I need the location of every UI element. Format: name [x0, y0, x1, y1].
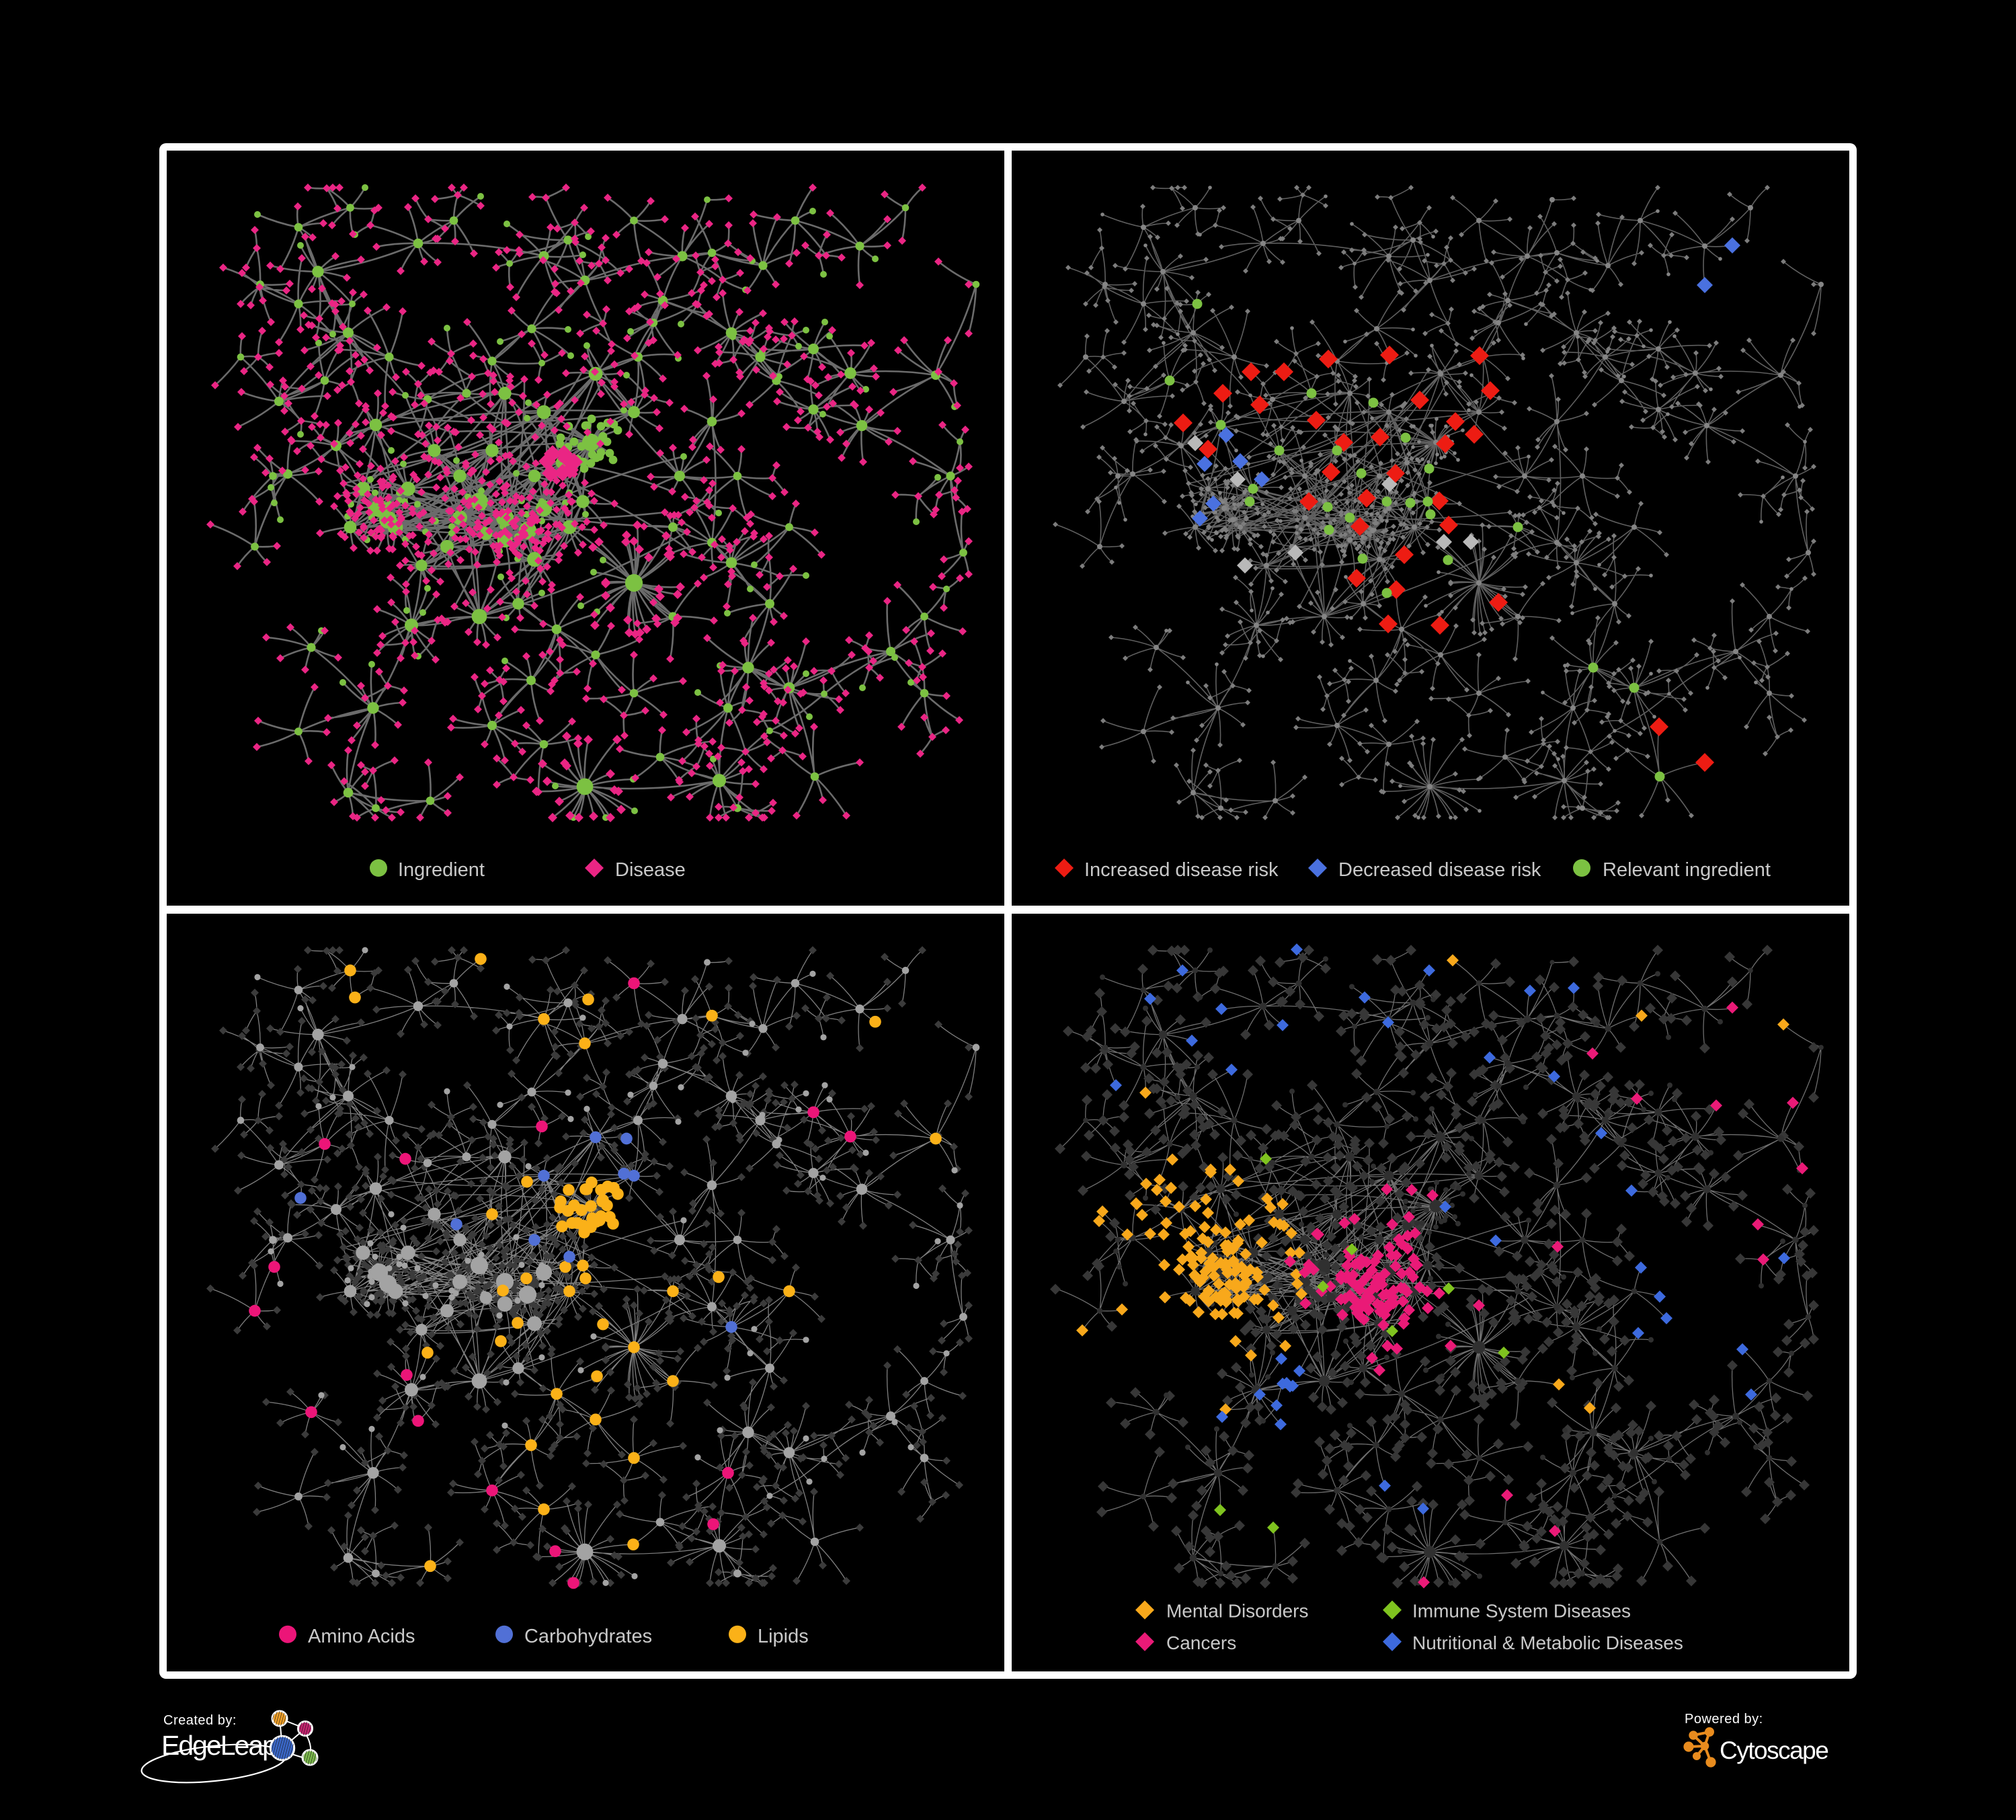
svg-text:Powered by:: Powered by: — [1685, 1712, 1763, 1727]
svg-text:Ingredient: Ingredient — [398, 859, 485, 881]
svg-text:Created by:: Created by: — [163, 1713, 237, 1728]
svg-text:Decreased disease risk: Decreased disease risk — [1338, 859, 1541, 881]
svg-text:Relevant ingredient: Relevant ingredient — [1603, 859, 1771, 881]
svg-text:EdgeLeap: EdgeLeap — [161, 1730, 277, 1761]
svg-text:Cancers: Cancers — [1166, 1632, 1236, 1653]
svg-text:Increased disease risk: Increased disease risk — [1084, 859, 1279, 881]
svg-text:Lipids: Lipids — [758, 1626, 809, 1647]
svg-text:Carbohydrates: Carbohydrates — [524, 1626, 652, 1647]
svg-text:Cytoscape: Cytoscape — [1720, 1737, 1828, 1764]
svg-text:Amino Acids: Amino Acids — [308, 1626, 415, 1647]
svg-text:Immune System Diseases: Immune System Diseases — [1412, 1601, 1631, 1622]
svg-text:Nutritional & Metabolic Diseas: Nutritional & Metabolic Diseases — [1412, 1632, 1683, 1653]
svg-text:Mental Disorders: Mental Disorders — [1166, 1601, 1309, 1622]
svg-text:Disease: Disease — [615, 859, 686, 881]
